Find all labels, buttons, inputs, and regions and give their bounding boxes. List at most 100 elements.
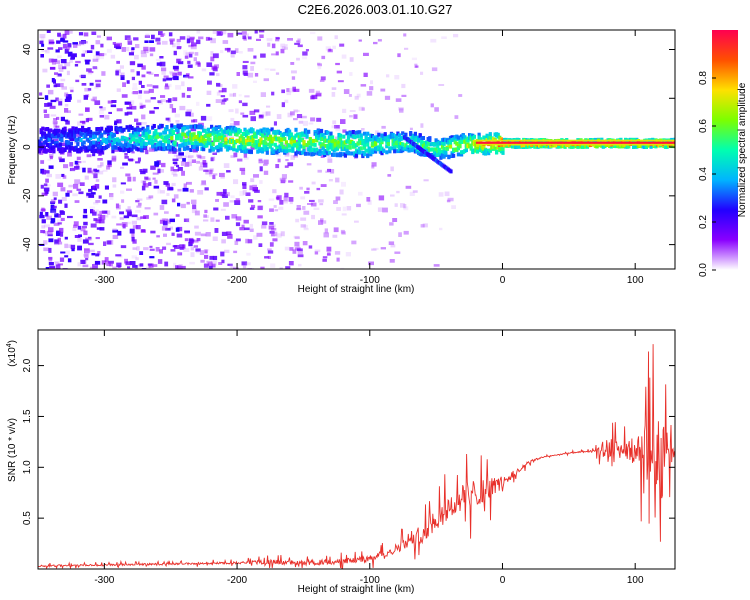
spectrogram-noise-cell xyxy=(149,110,155,114)
spectrogram-ridge-cell xyxy=(208,131,212,136)
spectrogram-noise-cell xyxy=(55,174,61,179)
spectrogram-ridge-cell xyxy=(296,144,300,149)
spectrogram-noise-cell xyxy=(412,190,418,193)
spectrogram-ridge-cell xyxy=(52,149,56,154)
spectrogram-noise-cell xyxy=(94,86,99,90)
spectrogram-ridge-cell xyxy=(308,137,312,141)
snr-line xyxy=(38,344,675,569)
spectrogram-ridge-cell xyxy=(386,137,390,142)
spectrogram-noise-cell xyxy=(52,205,57,209)
spectrogram-ridge-cell xyxy=(385,144,389,149)
spectrogram-noise-cell xyxy=(272,189,277,194)
spectrogram-noise-cell xyxy=(85,108,90,111)
spectrogram-ridge-cell xyxy=(76,137,80,142)
spectrogram-ridge-cell xyxy=(345,147,349,151)
spectrogram-noise-cell xyxy=(258,243,263,247)
spectrogram-noise-cell xyxy=(276,37,280,40)
spectrogram-noise-cell xyxy=(120,245,127,249)
spectrogram-noise-cell xyxy=(335,136,340,141)
spectrogram-noise-cell xyxy=(275,72,280,75)
spectrogram-noise-cell xyxy=(166,193,170,196)
spectrogram-noise-cell xyxy=(58,67,64,72)
spectrogram-noise-cell xyxy=(62,40,69,43)
spectrogram-noise-cell xyxy=(78,191,84,195)
spectrogram-ridge-cell xyxy=(230,127,234,132)
colorbar: 0.00.20.40.60.8 Normalized spectral ampl… xyxy=(698,30,748,277)
spectrogram-noise-cell xyxy=(44,113,50,118)
spectrogram-noise-cell xyxy=(288,261,294,266)
spectrogram-noise-cell xyxy=(321,55,326,60)
spectrogram-noise-cell xyxy=(41,225,46,229)
spectrogram-noise-cell xyxy=(317,63,322,67)
spectrogram-ridge-cell xyxy=(176,128,180,133)
spectrogram-noise-cell xyxy=(349,115,353,118)
spectrogram-noise-cell xyxy=(216,91,221,96)
spectrogram-noise-cell xyxy=(411,57,417,61)
spectrogram-noise-cell xyxy=(108,260,114,264)
spectrogram-noise-cell xyxy=(84,59,91,62)
spectrogram-noise-cell xyxy=(259,114,264,118)
spectrogram-noise-cell xyxy=(65,96,72,100)
spectrogram-ridge-cell xyxy=(248,142,252,146)
spectrogram-noise-cell xyxy=(169,71,174,74)
spectrogram-ridge-cell xyxy=(197,133,201,138)
spectrogram-noise-cell xyxy=(296,57,300,61)
spectrogram-ridge-cell xyxy=(270,139,274,144)
snr-panel: -300 -200 -100 0 100 0.51.01.52.0 Height of … xyxy=(6,329,676,595)
spectrogram-noise-cell xyxy=(185,151,191,156)
spectrogram-noise-cell xyxy=(63,164,68,168)
spectrogram-noise-cell xyxy=(64,236,68,240)
spectrogram-noise-cell xyxy=(177,188,182,192)
spectrogram-noise-cell xyxy=(60,83,64,88)
spectrogram-noise-cell xyxy=(125,173,131,177)
colorbar-tick-label: 0.6 xyxy=(698,119,709,133)
spectrogram-ridge-cell xyxy=(246,135,250,140)
spectrogram-ridge-cell xyxy=(501,147,505,151)
spectrogram-ridge-cell xyxy=(270,141,274,146)
spectrogram-noise-cell xyxy=(146,84,153,87)
spectrogram-noise-cell xyxy=(298,120,304,124)
spectrogram-x-tick-label: 0 xyxy=(500,275,506,286)
spectrogram-noise-cell xyxy=(326,253,331,256)
spectrogram-ridge-cell xyxy=(496,132,500,137)
spectrogram-noise-cell xyxy=(207,80,212,85)
spectrogram-ridge-cell xyxy=(281,144,285,149)
spectrogram-ridge-cell xyxy=(417,138,421,143)
spectrogram-noise-cell xyxy=(126,221,132,225)
spectrogram-ridge-cell xyxy=(159,140,163,145)
spectrogram-noise-cell xyxy=(99,210,105,214)
spectrogram-noise-cell xyxy=(90,192,96,195)
spectrogram-noise-cell xyxy=(80,40,86,46)
spectrogram-ridge-cell xyxy=(168,147,172,152)
spectrogram-noise-cell xyxy=(156,42,161,45)
spectrogram-noise-cell xyxy=(60,116,65,122)
spectrogram-noise-cell xyxy=(124,156,129,159)
spectrogram-ridge-cell xyxy=(98,145,102,150)
spectrogram-ridge-cell xyxy=(260,149,265,154)
spectrogram-ridge-cell xyxy=(136,147,140,152)
spectrogram-noise-cell xyxy=(170,249,176,252)
spectrogram-noise-cell xyxy=(247,48,254,52)
spectrogram-noise-cell xyxy=(48,39,54,45)
spectrogram-ridge-cell xyxy=(469,146,473,151)
spectrogram-noise-cell xyxy=(48,258,53,262)
spectrogram-noise-cell xyxy=(59,257,65,262)
snr-y-tick-label: 0.5 xyxy=(22,511,33,525)
spectrogram-noise-cell xyxy=(121,47,126,52)
spectrogram-noise-cell xyxy=(250,178,255,183)
spectrogram-ridge-cell xyxy=(315,133,319,138)
spectrogram-noise-cell xyxy=(172,149,177,154)
spectrogram-noise-cell xyxy=(50,114,57,117)
spectrogram-noise-cell xyxy=(128,158,134,162)
spectrogram-noise-cell xyxy=(224,47,231,51)
spectrogram-noise-cell xyxy=(256,38,261,41)
spectrogram-ridge-cell xyxy=(456,152,460,157)
spectrogram-noise-cell xyxy=(152,264,158,267)
spectrogram-noise-cell xyxy=(115,203,120,209)
spectrogram-noise-cell xyxy=(220,50,224,54)
spectrogram-noise-cell xyxy=(200,233,207,237)
spectrogram-ridge-cell xyxy=(182,146,187,151)
spectrogram-ridge-cell xyxy=(248,138,252,142)
spectrogram-noise-cell xyxy=(78,32,84,36)
spectrogram-noise-cell xyxy=(81,83,87,86)
